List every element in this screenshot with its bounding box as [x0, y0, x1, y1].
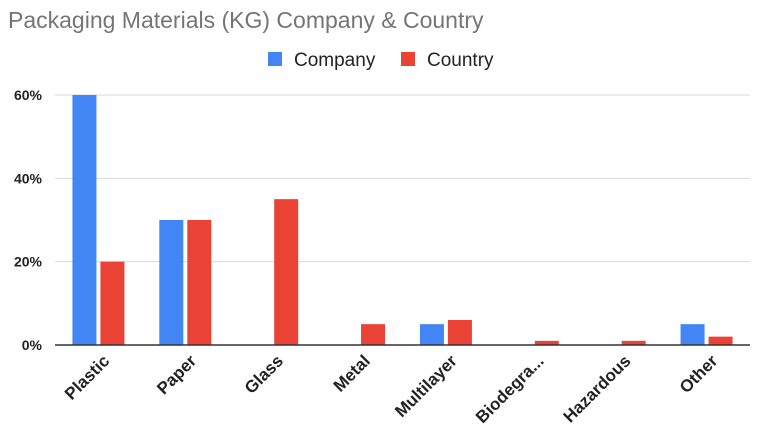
legend-swatch-country [401, 52, 415, 66]
bar-country-2 [274, 199, 299, 345]
bar-company-0 [72, 95, 97, 345]
bar-country-6 [621, 340, 646, 345]
gridlines [55, 94, 750, 263]
legend-swatch-company [268, 52, 282, 66]
x-tick-label: Multilayer [391, 351, 461, 421]
bar-country-0 [100, 261, 125, 345]
x-tick-label: Paper [153, 351, 200, 398]
y-tick-label: 20% [14, 254, 43, 270]
bar-company-1 [159, 220, 184, 345]
x-tick-label: Other [676, 351, 722, 397]
bar-company-7 [680, 324, 705, 345]
y-tick-label: 40% [14, 170, 43, 186]
x-tick-label: Plastic [61, 351, 113, 403]
bar-company-4 [419, 324, 444, 345]
legend: Company Country [268, 50, 494, 71]
y-tick-label: 60% [14, 87, 43, 103]
x-tick-label: Glass [241, 351, 287, 397]
bar-country-3 [361, 324, 386, 345]
bar-country-5 [534, 340, 559, 345]
y-tick-label: 0% [22, 337, 43, 353]
bar-country-1 [187, 220, 212, 345]
bar-country-4 [447, 320, 472, 345]
x-tick-label: Biodegra... [472, 351, 548, 427]
chart-title: Packaging Materials (KG) Company & Count… [8, 7, 484, 33]
x-tick-label: Metal [330, 351, 374, 395]
legend-label-company: Company [294, 50, 376, 71]
y-axis-ticks: 0% 20% 40% 60% [14, 87, 43, 353]
bars [72, 95, 733, 345]
bar-country-7 [708, 336, 733, 345]
x-tick-label: Hazardous [560, 351, 635, 426]
legend-label-country: Country [427, 50, 494, 71]
x-axis-ticks: Plastic Paper Glass Metal Multilayer Biodegra… [61, 351, 722, 427]
